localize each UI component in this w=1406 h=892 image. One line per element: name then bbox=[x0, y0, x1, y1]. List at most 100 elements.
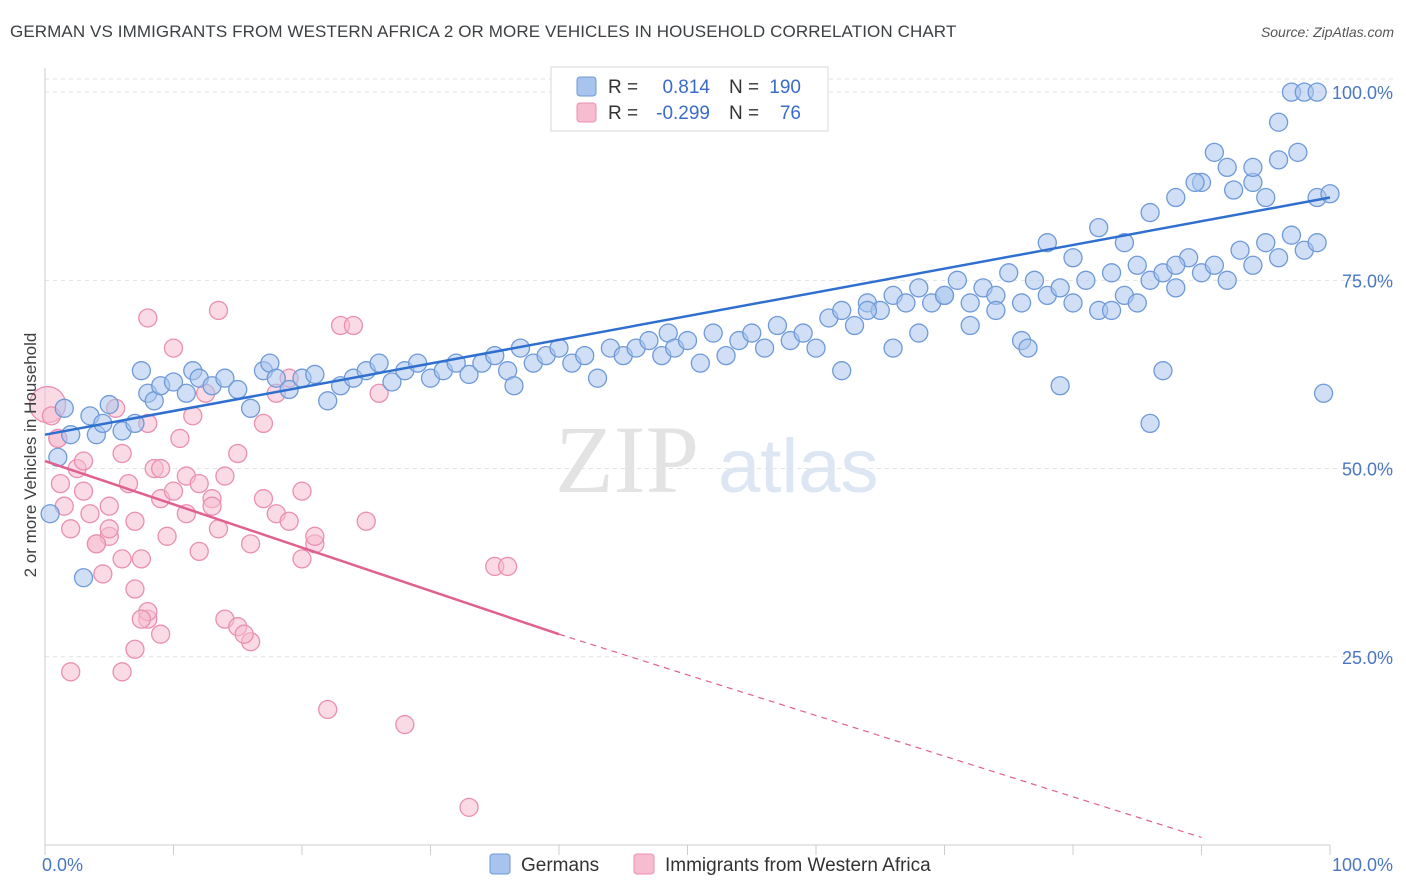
german-point bbox=[742, 323, 762, 343]
german-point bbox=[266, 368, 286, 388]
german-point bbox=[1011, 293, 1032, 313]
german-point bbox=[1140, 202, 1160, 223]
german-point bbox=[1288, 142, 1308, 162]
legend-swatch-germans bbox=[576, 76, 597, 97]
immigrants-trend-extension bbox=[558, 633, 1202, 839]
immigrant-point bbox=[395, 714, 415, 735]
german-point bbox=[1217, 270, 1237, 290]
german-point bbox=[1185, 172, 1205, 193]
german-point bbox=[1050, 376, 1070, 396]
german-point bbox=[163, 372, 184, 392]
german-point bbox=[677, 330, 698, 351]
axes bbox=[44, 68, 1331, 855]
german-point bbox=[382, 372, 402, 392]
immigrant-point bbox=[228, 443, 248, 464]
y-tick-label-1: 75.0% bbox=[1342, 271, 1393, 291]
german-point bbox=[1166, 187, 1186, 208]
german-point bbox=[73, 568, 94, 588]
german-point bbox=[1063, 248, 1083, 268]
german-point bbox=[407, 353, 428, 373]
legend-n-value-1: 76 bbox=[780, 103, 801, 124]
german-point bbox=[1140, 413, 1160, 434]
immigrant-point bbox=[150, 624, 171, 644]
x-tick-label-0: 0.0% bbox=[42, 855, 83, 875]
german-point bbox=[504, 376, 524, 396]
immigrant-point bbox=[61, 662, 81, 682]
immigrant-point bbox=[112, 662, 132, 682]
german-point bbox=[832, 300, 852, 321]
german-point bbox=[844, 315, 865, 336]
immigrant-point bbox=[292, 549, 312, 569]
bottom-swatch-immigrants bbox=[633, 853, 655, 875]
legend-r-label-1: R = bbox=[608, 103, 638, 124]
immigrant-point bbox=[356, 511, 376, 531]
german-point bbox=[1223, 180, 1244, 200]
immigrant-point bbox=[80, 504, 100, 524]
german-point bbox=[1268, 150, 1289, 170]
german-point bbox=[99, 394, 119, 415]
german-point bbox=[999, 263, 1019, 283]
german-point bbox=[459, 364, 479, 385]
german-point bbox=[40, 504, 60, 524]
german-point bbox=[1127, 293, 1147, 313]
german-point bbox=[1101, 300, 1122, 321]
immigrant-point bbox=[369, 383, 389, 403]
immigrant-point bbox=[189, 473, 209, 494]
german-point bbox=[1076, 270, 1096, 290]
german-point bbox=[1313, 383, 1334, 403]
immigrant-point bbox=[131, 549, 152, 569]
german-point bbox=[1024, 270, 1045, 290]
germans-trend-line bbox=[44, 196, 1331, 436]
immigrant-point bbox=[61, 519, 81, 539]
immigrant-point bbox=[112, 549, 132, 569]
legend-r-label-0: R = bbox=[608, 77, 638, 98]
german-point bbox=[1089, 217, 1109, 238]
german-point bbox=[986, 300, 1006, 321]
german-point bbox=[1204, 142, 1224, 162]
german-point bbox=[575, 345, 595, 366]
german-point bbox=[832, 361, 852, 381]
german-point bbox=[1320, 184, 1340, 204]
german-point bbox=[1204, 255, 1224, 275]
german-point bbox=[1050, 278, 1070, 298]
german-point bbox=[703, 323, 723, 343]
immigrant-point bbox=[253, 489, 274, 509]
german-point bbox=[176, 383, 197, 403]
y-axis-label: 2 or more Vehicles in Household bbox=[21, 333, 40, 578]
german-point bbox=[215, 368, 235, 388]
trend-lines bbox=[44, 196, 1331, 839]
german-point bbox=[960, 315, 980, 336]
immigrant-point bbox=[497, 556, 518, 577]
watermark-zip: ZIP bbox=[555, 406, 699, 513]
german-point bbox=[767, 315, 788, 336]
german-point bbox=[1281, 225, 1302, 245]
german-point bbox=[806, 338, 826, 358]
german-point bbox=[228, 379, 248, 400]
german-point bbox=[1256, 233, 1276, 253]
y-tick-label-3: 25.0% bbox=[1342, 648, 1393, 668]
german-point bbox=[909, 278, 929, 298]
german-point bbox=[1114, 233, 1135, 253]
immigrant-point bbox=[73, 451, 94, 471]
immigrant-point bbox=[253, 413, 274, 434]
german-point bbox=[1153, 361, 1173, 381]
german-point bbox=[754, 338, 775, 358]
y-tick-labels: 100.0% 75.0% 50.0% 25.0% bbox=[1332, 83, 1393, 668]
german-point bbox=[1166, 255, 1186, 275]
german-point bbox=[716, 345, 736, 366]
german-point bbox=[54, 398, 74, 418]
german-point bbox=[960, 293, 980, 313]
immigrant-point bbox=[157, 526, 177, 546]
german-point bbox=[131, 361, 152, 381]
legend-n-label-1: N = bbox=[729, 103, 759, 124]
german-point bbox=[1063, 293, 1083, 313]
immigrant-point bbox=[73, 481, 94, 501]
german-point bbox=[1018, 338, 1038, 358]
immigrant-point bbox=[208, 300, 229, 321]
immigrant-point bbox=[202, 496, 222, 516]
legend-swatch-immigrants bbox=[576, 102, 597, 123]
immigrant-point bbox=[234, 624, 254, 644]
legend-n-value-0: 190 bbox=[769, 77, 801, 98]
bottom-swatch-germans bbox=[489, 853, 511, 875]
immigrant-point bbox=[50, 473, 71, 494]
